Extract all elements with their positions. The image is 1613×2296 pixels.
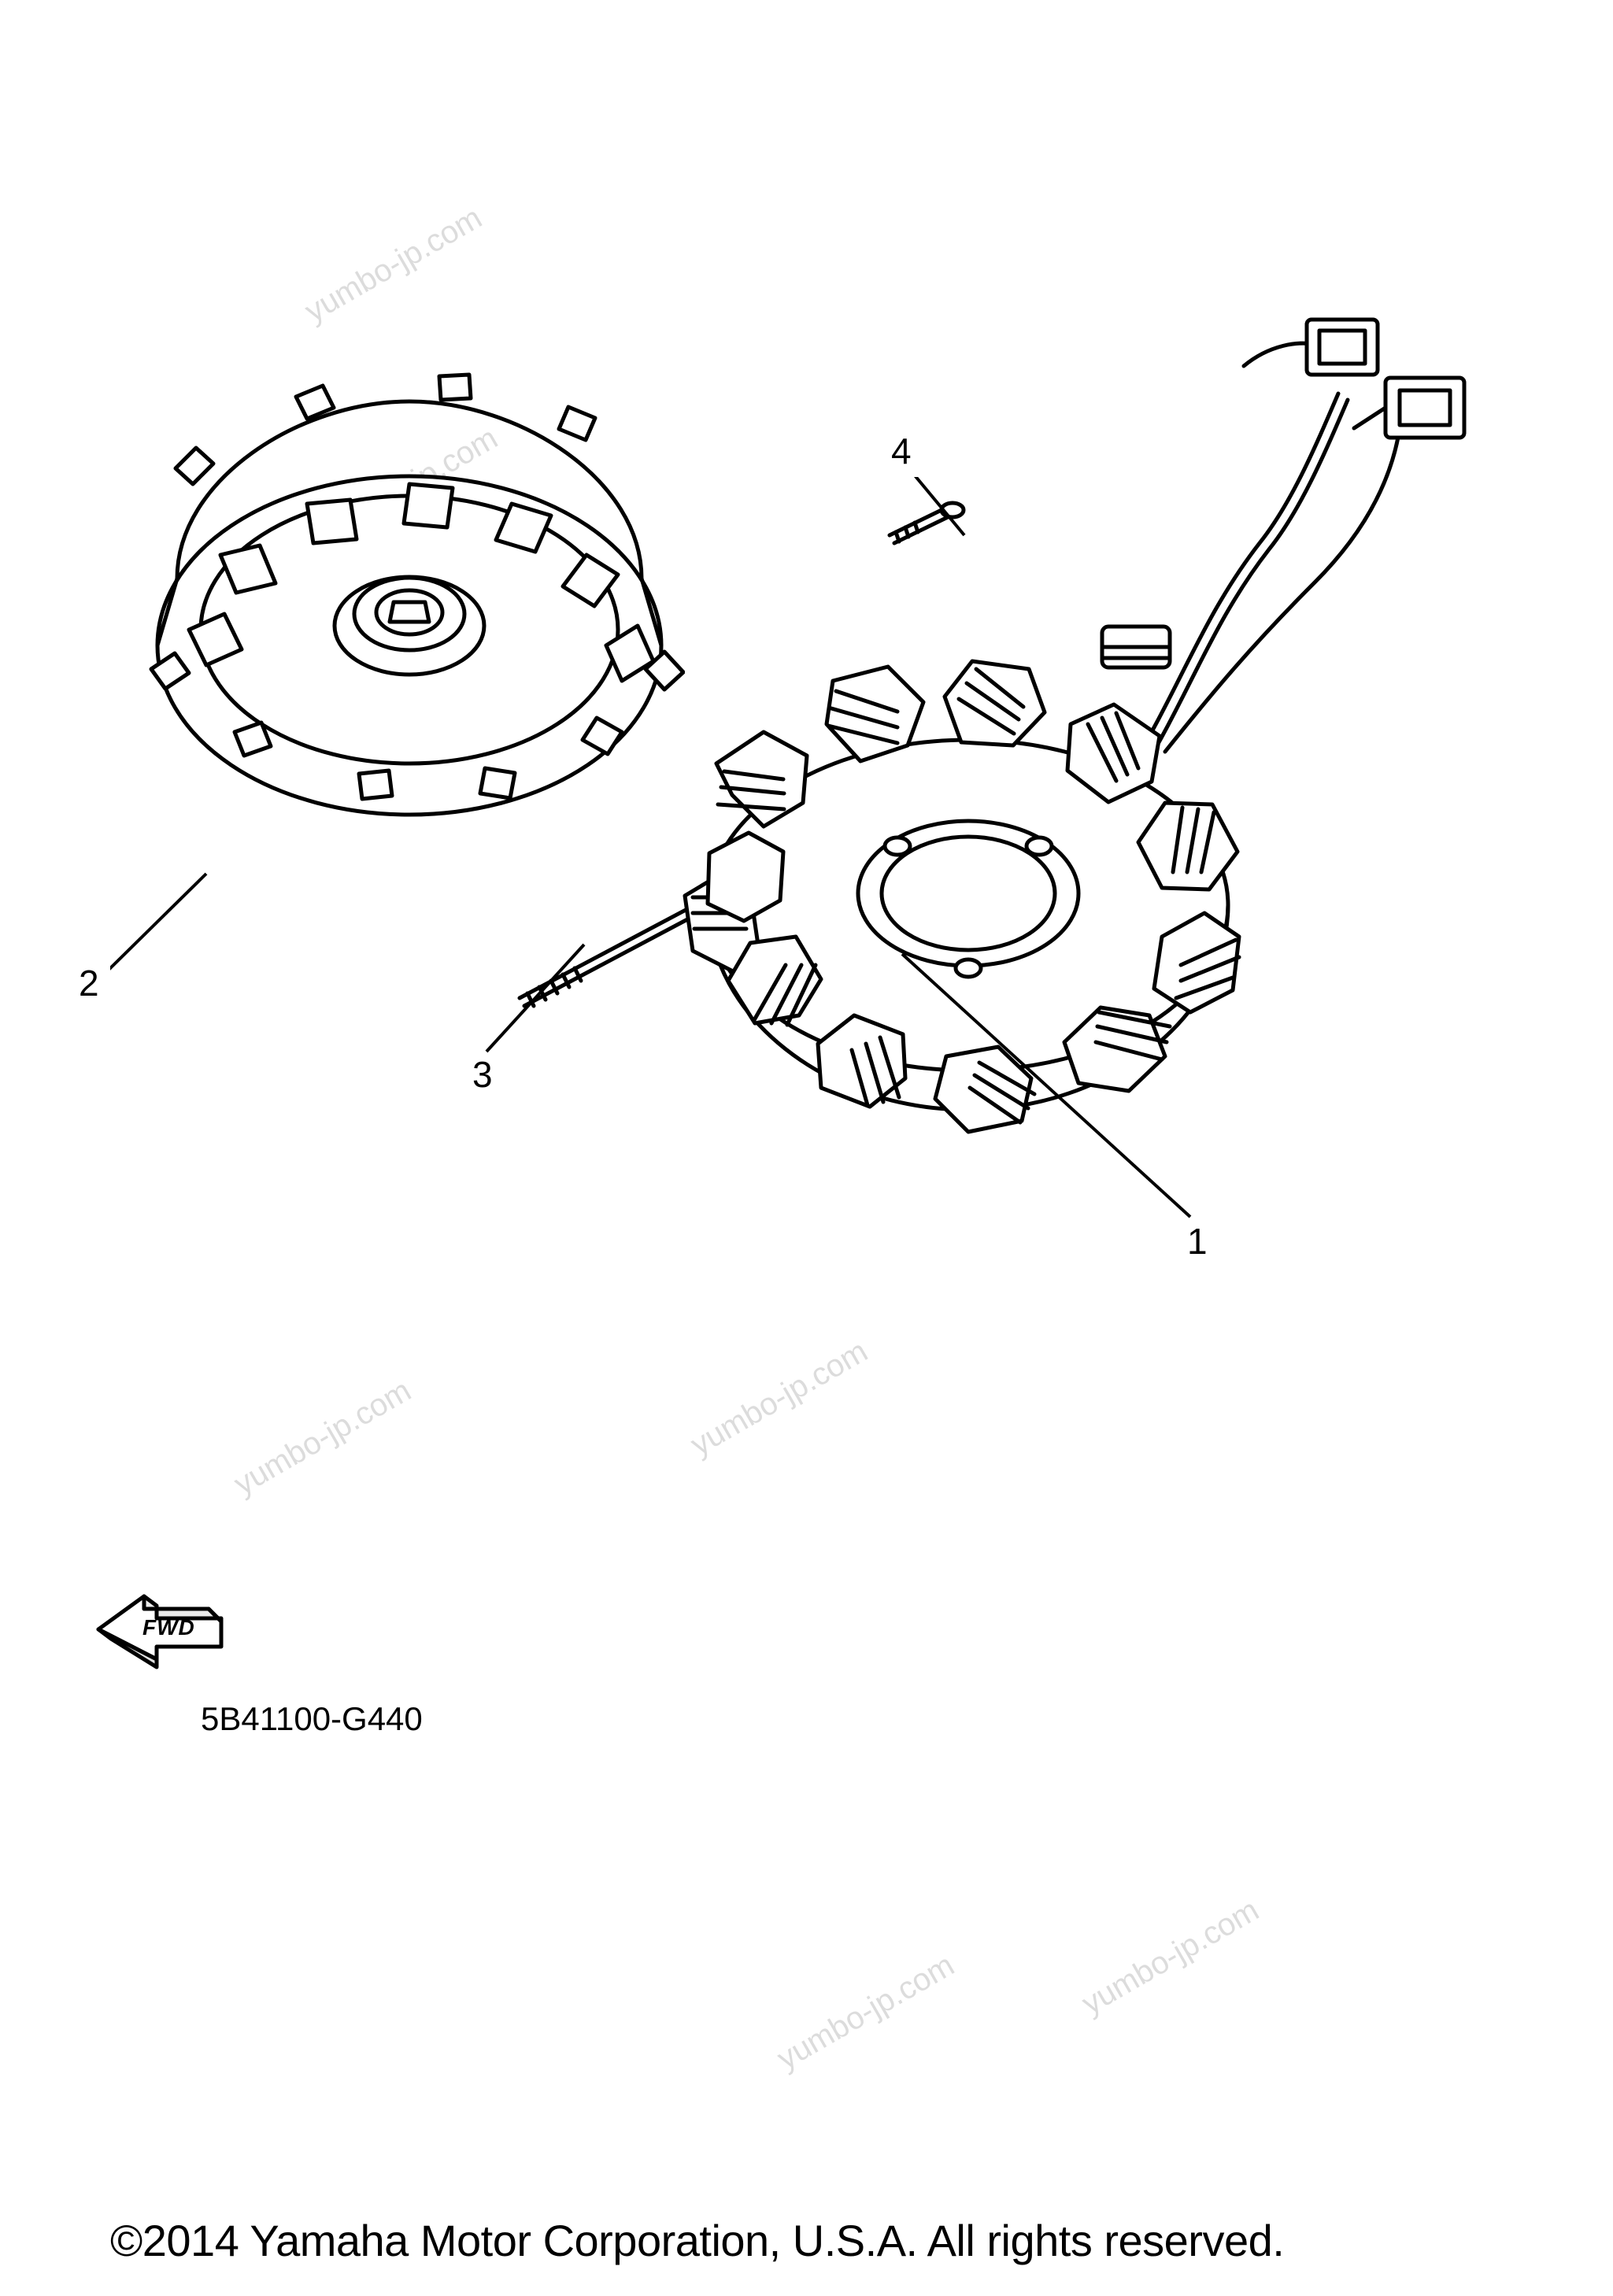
- callout-1[interactable]: 1: [1187, 1220, 1219, 1267]
- callout-number: 3: [472, 1053, 493, 1096]
- callout-3[interactable]: 3: [472, 1053, 504, 1100]
- callout-lines: [0, 0, 1613, 2296]
- diagram-stage: 1 2 3 4 FWD 5B41100-G440: [0, 0, 1613, 2296]
- fwd-badge: FWD: [83, 1574, 232, 1680]
- callout-number: 4: [891, 430, 912, 472]
- callout-2[interactable]: 2: [79, 962, 110, 1009]
- callout-4[interactable]: 4: [891, 430, 923, 477]
- callout-number: 2: [79, 962, 99, 1004]
- reference-code: 5B41100-G440: [201, 1700, 423, 1738]
- callout-number: 1: [1187, 1220, 1208, 1263]
- fwd-label: FWD: [142, 1615, 195, 1640]
- copyright-text: ©2014 Yamaha Motor Corporation, U.S.A. A…: [110, 2215, 1284, 2266]
